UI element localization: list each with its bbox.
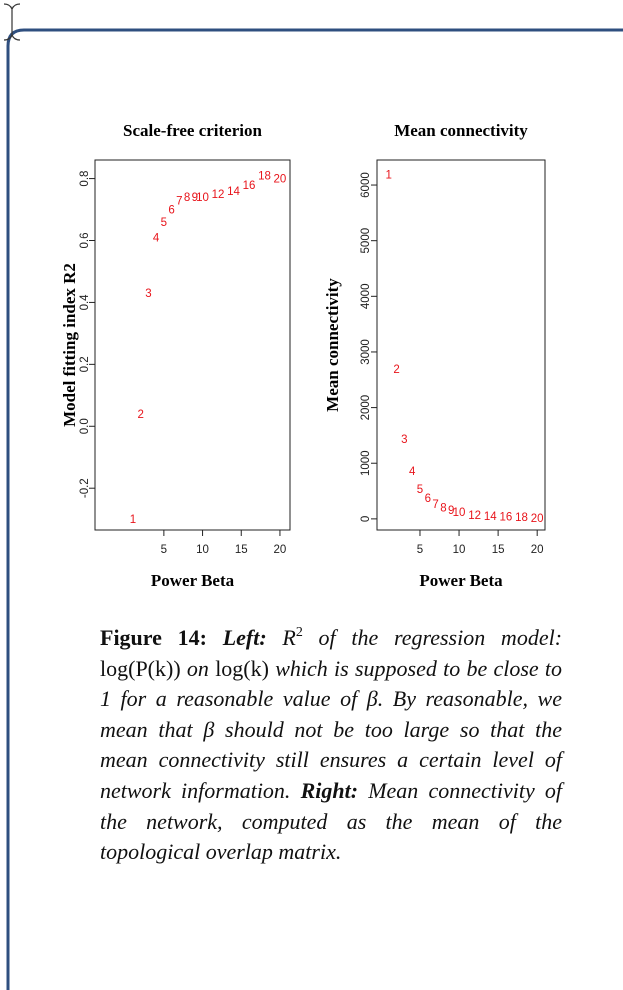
- y-tick-label: 4000: [360, 284, 372, 310]
- x-tick-label: 5: [161, 544, 167, 556]
- point-label: 12: [468, 510, 481, 522]
- cursor: [3, 3, 21, 41]
- point-label: 1: [386, 169, 392, 181]
- chart-title: Scale-free criterion: [123, 121, 262, 140]
- y-tick-label: 0.8: [79, 171, 91, 187]
- point-label: 10: [453, 507, 466, 519]
- point-label: 6: [425, 493, 431, 505]
- point-label: 10: [196, 192, 209, 204]
- x-tick-label: 20: [531, 544, 544, 556]
- point-label: 2: [393, 364, 399, 376]
- y-axis-label: Mean connectivity: [323, 278, 342, 412]
- caption-segment: which is supposed to be close to 1 for a…: [100, 655, 563, 712]
- point-label: 8: [440, 503, 446, 515]
- point-label: 14: [484, 511, 497, 523]
- y-tick-label: 5000: [360, 228, 372, 254]
- caption-segment: log(P(k)): [100, 655, 181, 681]
- point-label: 20: [274, 174, 287, 186]
- y-tick-label: 2000: [360, 395, 372, 421]
- x-tick-label: 5: [417, 544, 423, 556]
- caption-segment: 2: [295, 625, 303, 640]
- point-label: 8: [184, 192, 190, 204]
- point-label: 3: [401, 434, 407, 446]
- point-label: 18: [515, 512, 528, 524]
- point-label: 16: [500, 512, 513, 524]
- point-label: 7: [432, 499, 438, 511]
- x-tick-label: 15: [235, 544, 248, 556]
- caption-segment: on: [186, 655, 209, 681]
- chart-title: Mean connectivity: [394, 121, 528, 140]
- point-label: 12: [212, 189, 225, 201]
- point-label: 5: [417, 484, 423, 496]
- point-label: 4: [153, 232, 160, 244]
- point-label: 9: [448, 505, 454, 517]
- point-label: 18: [258, 170, 271, 182]
- y-tick-label: -0.2: [79, 478, 91, 498]
- y-tick-label: 0: [360, 516, 372, 522]
- point-label: 2: [137, 409, 143, 421]
- point-label: 4: [409, 466, 416, 478]
- point-label: 20: [531, 513, 544, 525]
- x-tick-label: 20: [274, 544, 287, 556]
- y-tick-label: 1000: [360, 450, 372, 476]
- point-label: 7: [176, 195, 182, 207]
- point-label: 1: [130, 514, 136, 526]
- x-tick-label: 10: [453, 544, 466, 556]
- caption-segment: Mean connectivity of the network, comput…: [100, 777, 563, 865]
- caption-segment: β: [203, 716, 215, 742]
- plot-box: [376, 159, 546, 531]
- caption-segment: By reasonable, we mean that: [100, 686, 562, 742]
- plot-box: [94, 159, 291, 531]
- x-axis-label: Power Beta: [151, 571, 235, 590]
- point-label: 14: [227, 186, 240, 198]
- point-label: 6: [168, 205, 174, 217]
- caption-segment: β.: [366, 686, 384, 712]
- y-tick-label: 0.2: [79, 356, 91, 372]
- y-tick-label: 0.4: [79, 294, 91, 311]
- x-tick-label: 15: [492, 544, 505, 556]
- caption-segment: log(k): [215, 655, 269, 681]
- caption-segment: Right:: [300, 777, 359, 803]
- y-tick-label: 0.6: [79, 233, 91, 249]
- point-label: 3: [145, 288, 151, 300]
- y-tick-label: 6000: [360, 172, 372, 198]
- point-label: 9: [192, 192, 198, 204]
- y-axis-label: Model fitting index R2: [60, 263, 79, 427]
- caption-segment: should not be too large so that the mean…: [100, 716, 562, 803]
- x-axis-label: Power Beta: [419, 571, 503, 590]
- caption-segment: Figure 14:: [100, 625, 207, 650]
- point-label: 16: [243, 180, 256, 192]
- caption-segment: of the regression model:: [318, 625, 563, 650]
- y-tick-label: 3000: [360, 339, 372, 365]
- caption-segment: R: [282, 625, 296, 650]
- caption-segment: Left:: [222, 625, 267, 650]
- y-tick-label: 0.0: [79, 418, 91, 434]
- x-tick-label: 10: [196, 544, 209, 556]
- point-label: 5: [161, 217, 167, 229]
- caption: Figure 14: Left: R2 of the regression mo…: [100, 618, 562, 868]
